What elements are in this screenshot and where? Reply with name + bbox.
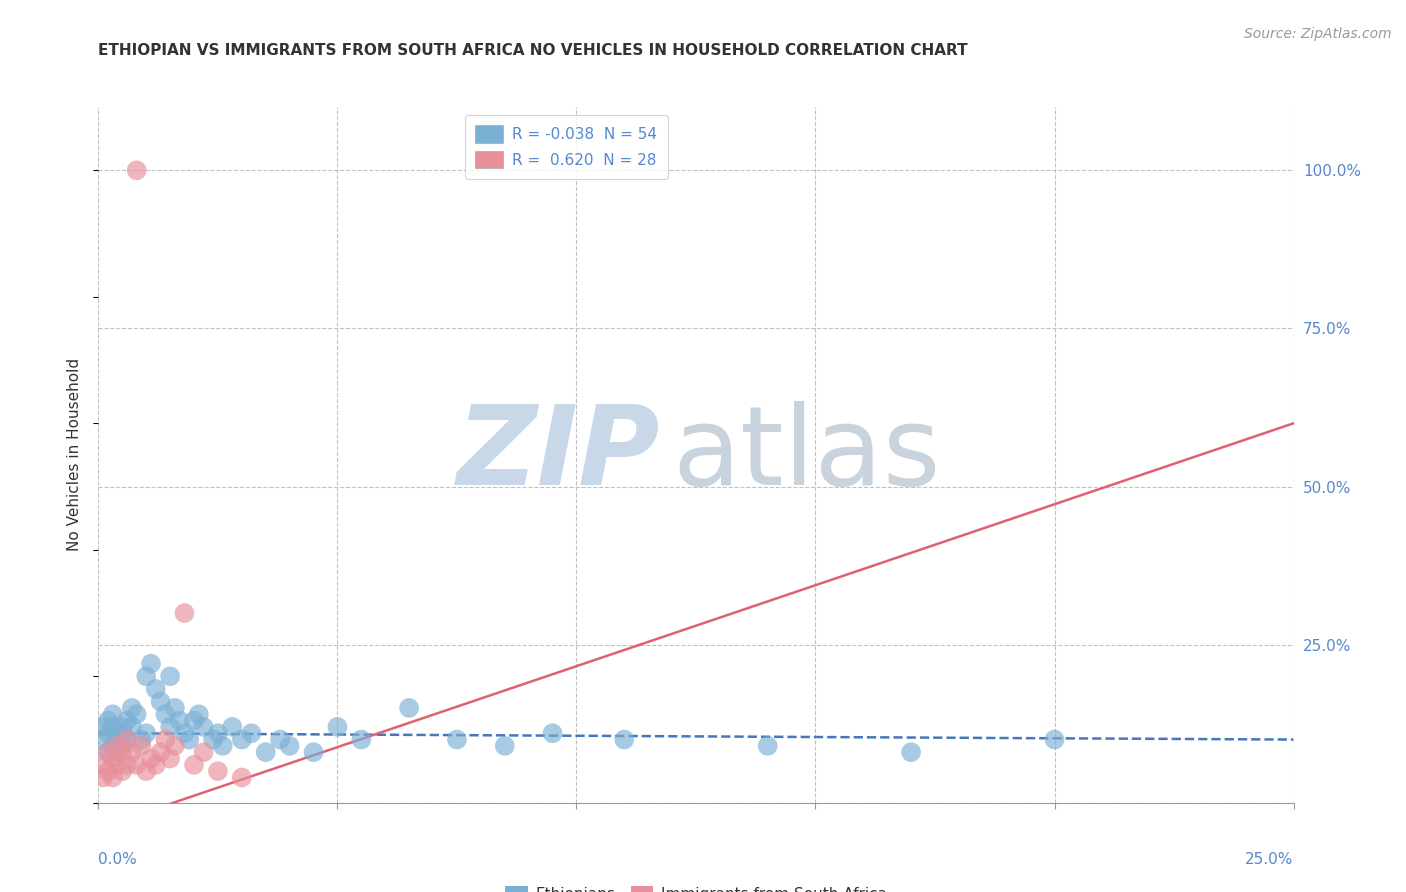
- Point: [398, 701, 420, 715]
- Point: [91, 757, 114, 772]
- Point: [159, 720, 181, 734]
- Point: [135, 669, 157, 683]
- Point: [231, 771, 253, 785]
- Point: [149, 745, 172, 759]
- Point: [115, 714, 138, 728]
- Point: [494, 739, 516, 753]
- Point: [111, 726, 134, 740]
- Point: [193, 745, 215, 759]
- Point: [350, 732, 373, 747]
- Point: [613, 732, 636, 747]
- Point: [115, 732, 138, 747]
- Point: [121, 701, 143, 715]
- Point: [183, 714, 205, 728]
- Point: [173, 726, 195, 740]
- Point: [302, 745, 325, 759]
- Point: [91, 720, 114, 734]
- Point: [131, 732, 153, 747]
- Point: [159, 669, 181, 683]
- Point: [155, 707, 177, 722]
- Point: [202, 732, 225, 747]
- Point: [155, 732, 177, 747]
- Point: [145, 681, 167, 696]
- Point: [187, 707, 209, 722]
- Point: [107, 745, 129, 759]
- Point: [125, 163, 148, 178]
- Point: [326, 720, 349, 734]
- Point: [101, 771, 124, 785]
- Point: [240, 726, 263, 740]
- Point: [97, 745, 120, 759]
- Point: [163, 739, 186, 753]
- Point: [135, 764, 157, 779]
- Point: [1043, 732, 1066, 747]
- Point: [207, 726, 229, 740]
- Point: [115, 757, 138, 772]
- Point: [159, 751, 181, 765]
- Y-axis label: No Vehicles in Household: No Vehicles in Household: [67, 359, 83, 551]
- Point: [97, 726, 120, 740]
- Point: [101, 739, 124, 753]
- Point: [756, 739, 779, 753]
- Point: [446, 732, 468, 747]
- Point: [541, 726, 564, 740]
- Point: [107, 757, 129, 772]
- Text: ZIP: ZIP: [457, 401, 661, 508]
- Point: [135, 726, 157, 740]
- Point: [125, 707, 148, 722]
- Point: [193, 720, 215, 734]
- Point: [173, 606, 195, 620]
- Legend: Ethiopians, Immigrants from South Africa: Ethiopians, Immigrants from South Africa: [499, 880, 893, 892]
- Point: [231, 732, 253, 747]
- Point: [145, 757, 167, 772]
- Point: [111, 745, 134, 759]
- Point: [149, 695, 172, 709]
- Text: 0.0%: 0.0%: [98, 852, 138, 866]
- Point: [91, 732, 114, 747]
- Point: [121, 720, 143, 734]
- Point: [139, 657, 162, 671]
- Point: [97, 745, 120, 759]
- Point: [121, 745, 143, 759]
- Point: [97, 714, 120, 728]
- Point: [221, 720, 243, 734]
- Point: [91, 771, 114, 785]
- Point: [107, 732, 129, 747]
- Point: [900, 745, 922, 759]
- Point: [278, 739, 301, 753]
- Point: [111, 764, 134, 779]
- Point: [211, 739, 233, 753]
- Point: [101, 720, 124, 734]
- Point: [179, 732, 201, 747]
- Point: [101, 707, 124, 722]
- Point: [107, 739, 129, 753]
- Point: [254, 745, 277, 759]
- Point: [125, 757, 148, 772]
- Point: [183, 757, 205, 772]
- Text: atlas: atlas: [672, 401, 941, 508]
- Point: [115, 732, 138, 747]
- Point: [207, 764, 229, 779]
- Point: [131, 739, 153, 753]
- Point: [269, 732, 291, 747]
- Point: [163, 701, 186, 715]
- Text: ETHIOPIAN VS IMMIGRANTS FROM SOUTH AFRICA NO VEHICLES IN HOUSEHOLD CORRELATION C: ETHIOPIAN VS IMMIGRANTS FROM SOUTH AFRIC…: [98, 43, 969, 58]
- Point: [111, 720, 134, 734]
- Point: [169, 714, 191, 728]
- Text: Source: ZipAtlas.com: Source: ZipAtlas.com: [1244, 27, 1392, 41]
- Point: [101, 751, 124, 765]
- Text: 25.0%: 25.0%: [1246, 852, 1294, 866]
- Point: [139, 751, 162, 765]
- Point: [111, 739, 134, 753]
- Point: [97, 764, 120, 779]
